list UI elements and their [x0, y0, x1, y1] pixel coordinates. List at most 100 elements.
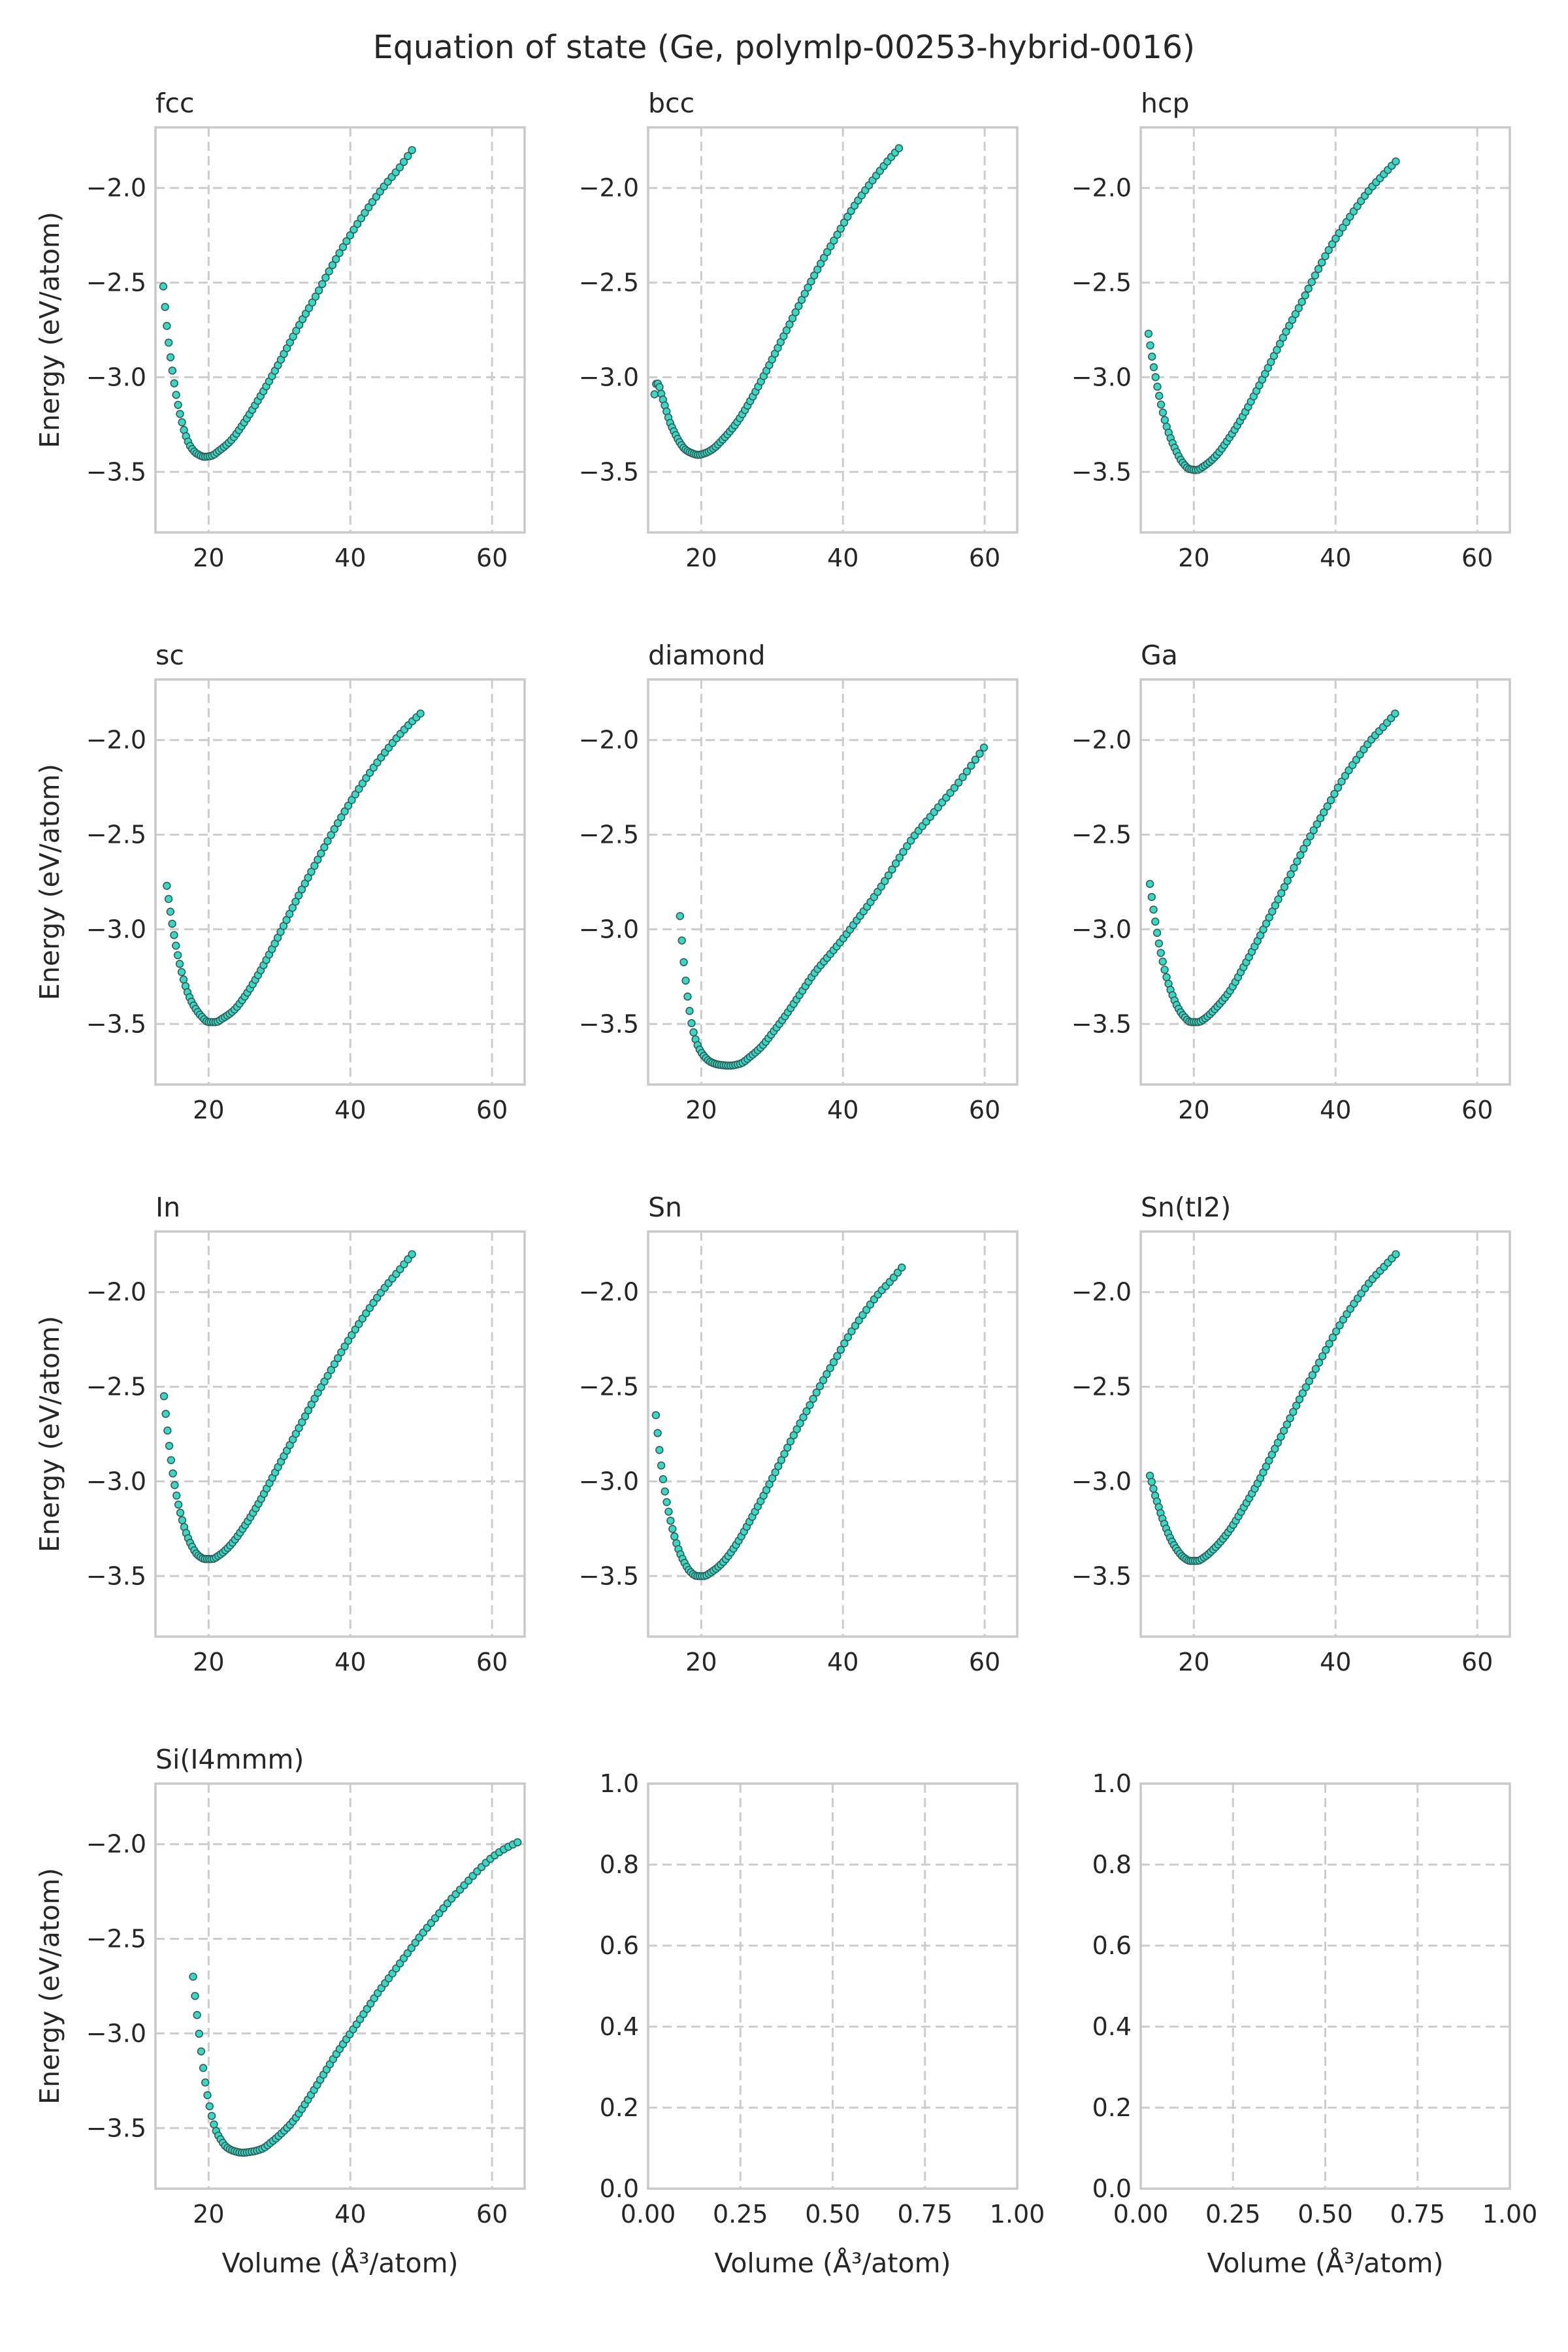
x-tick-label: 20	[685, 544, 717, 572]
data-point	[513, 1838, 522, 1847]
x-axis-label: Volume (Å³/atom)	[221, 2247, 458, 2279]
axes-spines	[647, 1782, 1019, 2190]
data-point	[176, 410, 184, 418]
data-point	[1151, 373, 1160, 382]
data-point	[829, 1358, 838, 1367]
data-point	[1392, 1250, 1400, 1258]
y-tick-label: 0.6	[600, 1931, 639, 1960]
data-point	[333, 819, 342, 828]
data-point	[655, 1446, 664, 1454]
data-point	[1295, 1395, 1304, 1404]
y-tick-label: −2.5	[579, 269, 639, 297]
data-point	[172, 941, 180, 950]
data-point	[1145, 879, 1154, 889]
subplot-bcc: bcc −2.0 −2.5 −3.0 −3.5 20 40 60	[517, 78, 1037, 630]
data-point	[679, 958, 688, 966]
data-point	[657, 1461, 666, 1470]
data-point	[357, 214, 365, 223]
data-point	[1156, 949, 1165, 957]
data-point	[786, 1437, 795, 1446]
data-point	[1283, 876, 1292, 885]
data-point	[1289, 1407, 1298, 1416]
data-point	[794, 302, 803, 310]
subplot-fcc: fcc −2.0 −2.5 −3.0 −3.5 20 40 60 Energy (eV/ato…	[25, 78, 544, 630]
data-point	[1305, 1377, 1313, 1386]
x-tick-label: 40	[827, 1648, 858, 1676]
subplot-title-diamond: diamond	[648, 640, 766, 671]
data-point	[210, 2120, 218, 2129]
y-tick-label: −2.0	[86, 1278, 146, 1307]
data-point	[650, 390, 659, 399]
data-point	[323, 837, 332, 845]
data-point	[1147, 1477, 1156, 1486]
y-tick-label: 0.4	[1092, 2012, 1132, 2041]
y-tick-label: 0.8	[1092, 1850, 1132, 1879]
axes-spines	[647, 126, 1019, 534]
y-tick-label: −3.5	[1071, 1009, 1132, 1038]
data-point	[1154, 939, 1164, 948]
subplot-hcp: hcp −2.0 −2.5 −3.0 −3.5 20 40 60	[1010, 78, 1529, 630]
x-tick-label: 40	[1320, 1648, 1351, 1676]
data-point	[1160, 966, 1169, 974]
data-point	[862, 1305, 871, 1314]
data-point	[847, 1327, 856, 1335]
axes-spines	[647, 678, 1019, 1086]
data-point	[1146, 341, 1154, 350]
data-point	[327, 830, 335, 840]
data-point	[833, 231, 841, 239]
x-tick-label: 60	[476, 1648, 508, 1676]
y-tick-label: 0.2	[600, 2093, 639, 2122]
y-tick-label: −2.0	[1071, 174, 1132, 203]
data-point	[668, 1525, 677, 1533]
data-point	[407, 1944, 416, 1952]
y-tick-label: −2.0	[86, 1830, 146, 1859]
plot-area-sn-ti2: −2.0 −2.5 −3.0 −3.5 20 40 60	[1071, 1230, 1511, 1676]
x-tick-label: 40	[335, 2200, 366, 2229]
data-point	[1280, 883, 1289, 891]
x-tick-label: 1.00	[990, 2200, 1045, 2229]
x-tick-label: 60	[476, 1096, 508, 1124]
y-tick-label: −3.5	[86, 457, 146, 486]
y-tick-label: 1.0	[600, 1769, 639, 1798]
data-point	[337, 1348, 346, 1356]
data-point	[1342, 218, 1350, 227]
subplot-sc: sc −2.0 −2.5 −3.0 −3.5 20 40 60 Energy (eV/atom…	[25, 630, 544, 1183]
data-point	[664, 1507, 673, 1516]
subplot-sn-ti2: Sn(tI2) −2.0 −2.5 −3.0 −3.5 20 40 60	[1010, 1183, 1529, 1735]
y-tick-label: −3.0	[86, 2019, 146, 2048]
subplot-title-fcc: fcc	[155, 88, 195, 119]
x-tick-label: 60	[969, 1648, 1000, 1676]
x-tick-label: 1.00	[1482, 2200, 1538, 2229]
data-point	[1156, 400, 1166, 409]
y-tick-label: −2.0	[579, 1278, 639, 1307]
y-tick-label: −3.0	[579, 363, 639, 391]
data-point	[800, 289, 809, 298]
data-point	[1324, 246, 1333, 254]
data-point	[1335, 229, 1343, 237]
data-point	[899, 847, 907, 857]
data-point	[1331, 1327, 1341, 1335]
y-axis-label: Energy (eV/atom)	[34, 1868, 65, 2104]
plot-area-hcp: −2.0 −2.5 −3.0 −3.5 20 40 60	[1071, 126, 1511, 572]
y-tick-label: −3.5	[86, 2114, 146, 2142]
data-point	[335, 249, 344, 257]
x-tick-label: 20	[1178, 1648, 1209, 1676]
data-point	[888, 865, 896, 874]
data-point	[179, 975, 188, 984]
data-point	[328, 261, 337, 270]
subplot-in: In −2.0 −2.5 −3.0 −3.5 20 40 60 Energy (eV/atom…	[25, 1183, 544, 1735]
data-point	[207, 2112, 216, 2120]
y-tick-label: −3.0	[579, 1467, 639, 1495]
data-point	[314, 286, 323, 295]
data-point	[195, 2029, 203, 2038]
data-point	[836, 224, 845, 233]
data-point	[894, 144, 904, 153]
data-point	[819, 1376, 828, 1384]
data-point	[351, 1325, 359, 1334]
x-tick-label: 60	[969, 544, 1000, 572]
data-point	[895, 853, 904, 862]
data-point	[170, 379, 178, 387]
y-tick-label: −3.5	[1071, 457, 1132, 486]
data-point	[314, 855, 322, 864]
data-point	[681, 976, 690, 985]
